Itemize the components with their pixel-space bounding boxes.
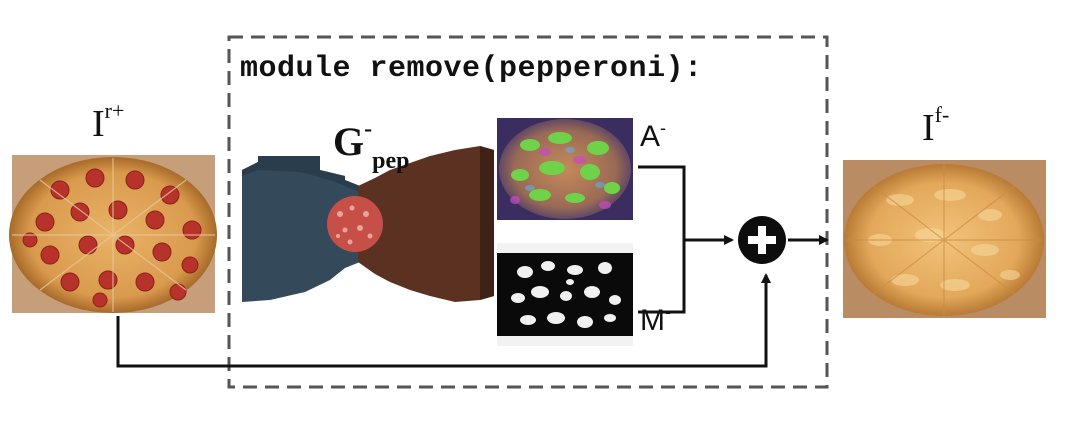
pepperoni-icon xyxy=(327,196,383,252)
decoder-icon xyxy=(358,146,494,302)
input-pizza-image xyxy=(9,155,217,313)
mask-image xyxy=(497,243,633,346)
mask-label: M- xyxy=(640,302,671,337)
plus-circle-icon xyxy=(738,216,786,264)
attention-image xyxy=(497,118,633,220)
input-label: Ir+ xyxy=(92,98,125,145)
encoder-icon xyxy=(242,156,360,302)
generator-label: G-pep xyxy=(333,116,410,174)
output-label: If- xyxy=(922,102,950,149)
module-title: module remove(pepperoni): xyxy=(240,52,703,86)
connector-lines xyxy=(116,165,829,368)
module-box xyxy=(227,35,829,389)
output-pizza-image xyxy=(843,160,1046,318)
attention-label: A- xyxy=(640,118,667,153)
